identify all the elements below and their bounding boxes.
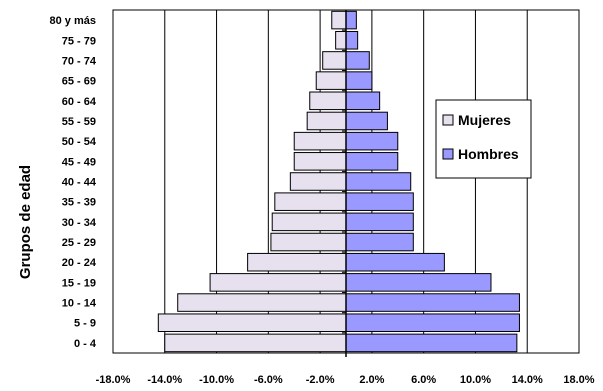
bar-hombres-3 [345, 273, 492, 292]
legend: Mujeres Hombres [435, 99, 532, 179]
bar-hombres-1 [345, 313, 520, 333]
bar-hombres-9 [345, 152, 399, 171]
bar-hombres-14 [345, 51, 370, 70]
category-label-11: 55 - 59 [62, 116, 96, 128]
bar-hombres-8 [345, 172, 412, 191]
bar-mujeres-13 [315, 71, 347, 90]
legend-box [435, 99, 532, 179]
bar-mujeres-2 [177, 293, 347, 312]
series-hombres [345, 10, 520, 353]
legend-swatch-hombres [442, 148, 454, 160]
legend-swatch-mujeres [442, 114, 454, 126]
category-label-7: 35 - 39 [62, 197, 96, 209]
legend-label-mujeres: Mujeres [458, 112, 511, 128]
bar-hombres-16 [345, 10, 357, 30]
category-label-8: 40 - 44 [62, 177, 97, 189]
bar-hombres-4 [345, 252, 445, 272]
category-label-4: 20 - 24 [62, 257, 97, 269]
x-tick-label-9: 18.0% [563, 374, 594, 386]
category-label-10: 50 - 54 [62, 136, 97, 148]
category-label-13: 65 - 69 [62, 76, 96, 88]
bar-mujeres-12 [309, 91, 347, 111]
category-label-16: 80 y más [50, 15, 96, 27]
category-label-3: 15 - 19 [62, 277, 96, 289]
x-tick-label-4: -2.0% [306, 374, 335, 386]
bar-mujeres-14 [322, 51, 347, 70]
bar-mujeres-3 [209, 273, 347, 292]
category-label-0: 0 - 4 [74, 338, 97, 350]
bar-mujeres-0 [164, 333, 347, 353]
category-label-9: 45 - 49 [62, 156, 96, 168]
x-tick-labels: -18.0% -14.0% -10.0% -6.0% -2.0% 2.0% 6.0% 10.0… [96, 374, 595, 386]
x-tick-label-7: 10.0% [460, 374, 491, 386]
x-tick-label-2: -10.0% [199, 374, 234, 386]
bar-hombres-11 [345, 111, 388, 131]
y-axis-title: Grupos de edad [17, 165, 34, 279]
bar-mujeres-15 [335, 30, 347, 50]
bar-mujeres-5 [270, 232, 347, 252]
x-tick-label-6: 6.0% [411, 374, 436, 386]
bar-hombres-7 [345, 192, 414, 211]
legend-label-hombres: Hombres [458, 146, 519, 162]
bar-mujeres-4 [247, 252, 347, 272]
bar-hombres-12 [345, 91, 381, 111]
bar-mujeres-11 [306, 111, 347, 131]
bar-mujeres-10 [293, 131, 347, 151]
x-tick-label-1: -14.0% [147, 374, 182, 386]
category-label-14: 70 - 74 [62, 55, 97, 67]
category-labels: 0 - 4 5 - 9 10 - 14 15 - 19 20 - 24 25 - 29 30… [50, 9, 346, 350]
bar-mujeres-1 [157, 313, 347, 333]
category-label-15: 75 - 79 [62, 35, 96, 47]
category-label-6: 30 - 34 [62, 217, 97, 229]
bar-hombres-15 [345, 30, 359, 50]
x-tick-label-8: 14.0% [512, 374, 543, 386]
bar-mujeres-6 [271, 212, 347, 232]
bar-hombres-13 [345, 71, 373, 90]
bar-hombres-2 [345, 293, 520, 312]
bar-mujeres-9 [293, 152, 347, 171]
x-tick-label-3: -6.0% [254, 374, 283, 386]
category-label-1: 5 - 9 [74, 318, 96, 330]
series-mujeres [157, 10, 347, 353]
bar-hombres-5 [345, 232, 414, 252]
bar-hombres-6 [345, 212, 414, 232]
bar-mujeres-7 [274, 192, 347, 211]
category-label-5: 25 - 29 [62, 237, 96, 249]
bar-mujeres-16 [331, 10, 347, 30]
bar-hombres-10 [345, 131, 399, 151]
category-label-12: 60 - 64 [62, 96, 97, 108]
x-tick-label-5: 2.0% [359, 374, 384, 386]
x-tick-label-0: -18.0% [96, 374, 131, 386]
category-label-2: 10 - 14 [62, 298, 97, 310]
bar-hombres-0 [345, 333, 518, 353]
bar-mujeres-8 [289, 172, 347, 191]
